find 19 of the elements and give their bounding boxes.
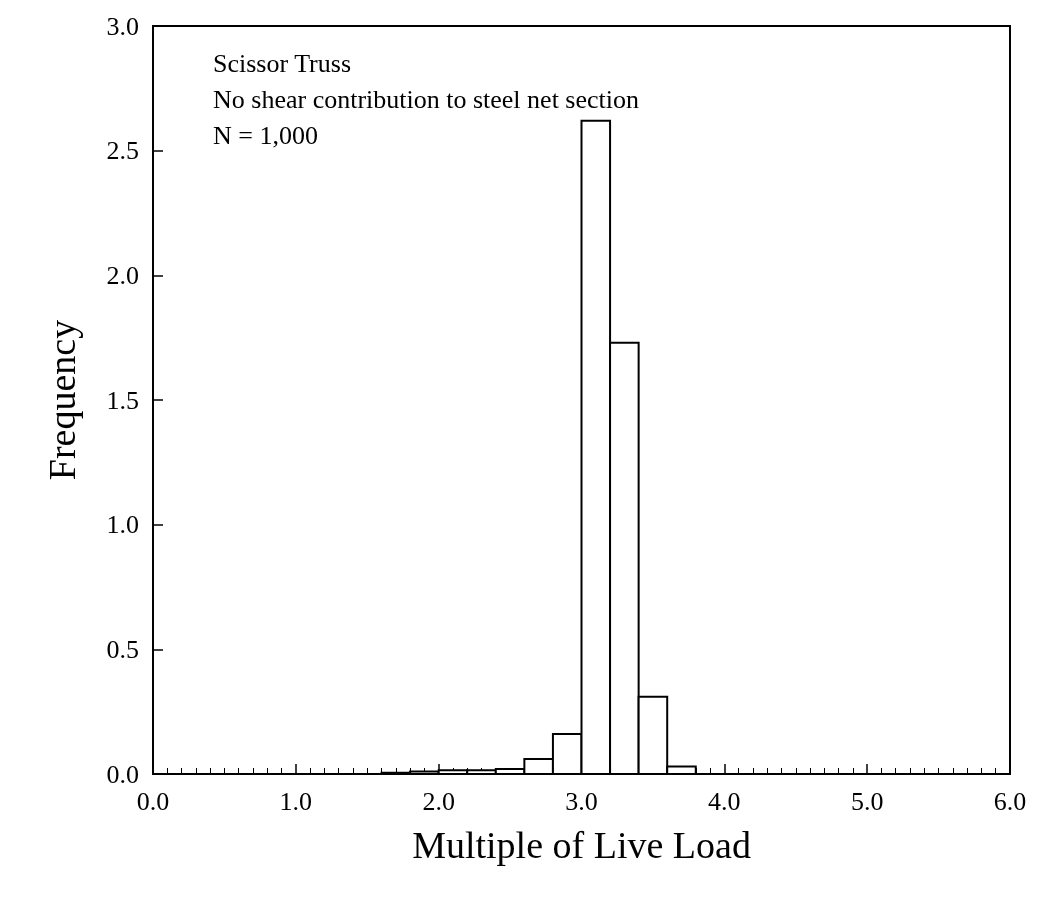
y-tick-label: 0.0 <box>106 759 139 789</box>
y-tick-label: 2.5 <box>106 136 139 166</box>
x-tick-label: 5.0 <box>850 786 884 816</box>
y-tick-label: 2.0 <box>106 260 139 290</box>
x-tick-label: 1.0 <box>279 786 313 816</box>
y-tick-label: 1.0 <box>106 510 139 540</box>
x-tick-label: 2.0 <box>422 786 455 816</box>
y-axis-title: Frequency <box>41 319 83 481</box>
x-tick-label: 4.0 <box>708 786 741 816</box>
x-tick-label: 6.0 <box>993 786 1027 816</box>
y-tick-label: 3.0 <box>106 11 139 41</box>
annotation: Scissor Truss <box>213 48 352 78</box>
annotation: No shear contribution to steel net section <box>213 84 640 114</box>
y-tick-label: 0.5 <box>106 634 139 664</box>
y-tick-label: 1.5 <box>106 385 139 415</box>
x-axis-title: Multiple of Live Load <box>412 824 751 866</box>
x-tick-label: 3.0 <box>565 786 598 816</box>
x-tick-label: 0.0 <box>136 786 170 816</box>
annotation: N = 1,000 <box>213 120 318 150</box>
